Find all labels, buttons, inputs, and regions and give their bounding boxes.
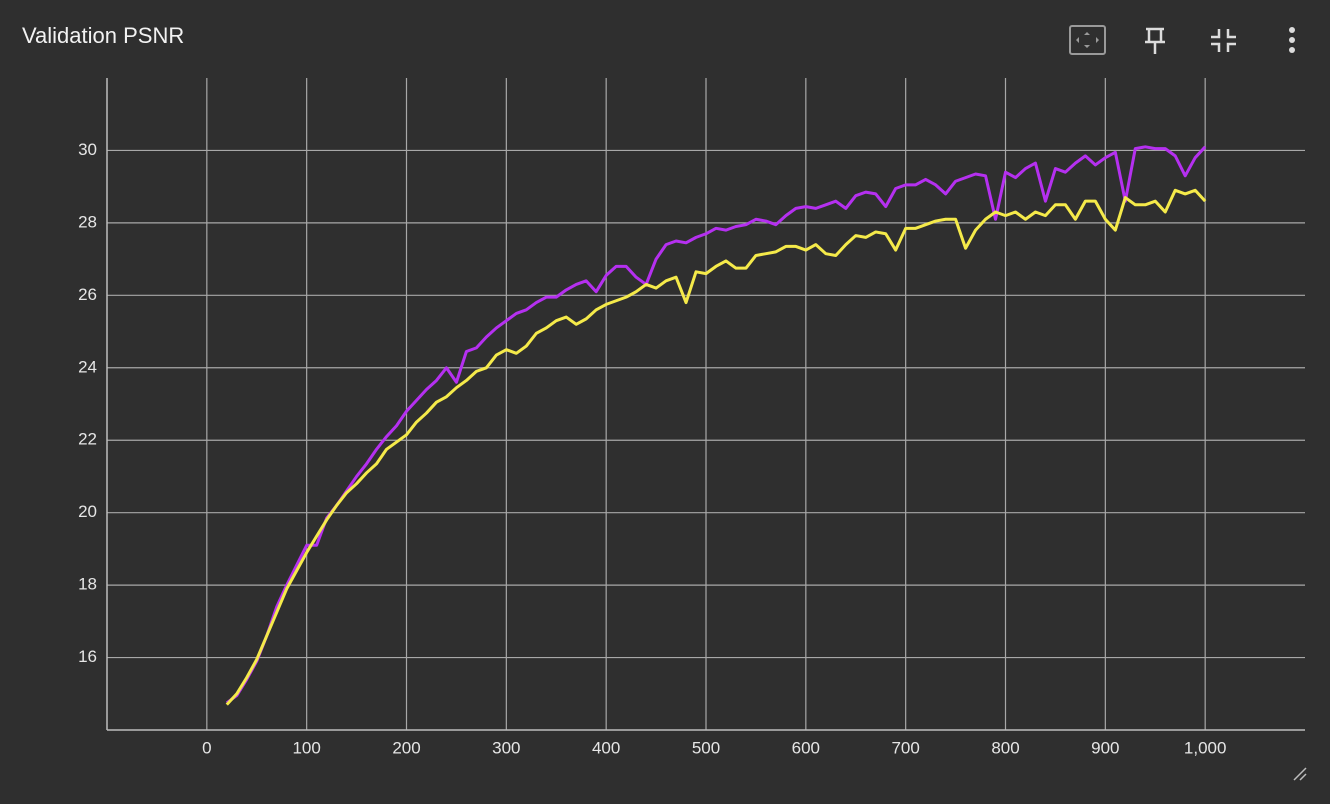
y-tick-label: 18 (78, 575, 97, 594)
x-tick-label: 700 (891, 738, 919, 757)
plot-area (225, 145, 1207, 706)
y-tick-label: 24 (78, 357, 97, 376)
x-tick-label: 300 (492, 738, 520, 757)
x-tick-label: 1,000 (1184, 738, 1227, 757)
x-tick-label: 0 (202, 738, 211, 757)
x-tick-label: 600 (792, 738, 820, 757)
x-tick-label: 200 (392, 738, 420, 757)
grid (107, 78, 1305, 730)
series-line (225, 145, 1207, 705)
y-tick-label: 28 (78, 212, 97, 231)
fit-domain-button[interactable] (1069, 25, 1106, 55)
y-tick-label: 20 (78, 502, 97, 521)
y-tick-label: 30 (78, 140, 97, 159)
series-line (225, 188, 1207, 706)
x-tick-label: 100 (292, 738, 320, 757)
more-menu-button[interactable] (1289, 27, 1295, 53)
y-tick-label: 22 (78, 430, 97, 449)
x-tick-label: 400 (592, 738, 620, 757)
x-tick-label: 500 (692, 738, 720, 757)
x-tick-label: 900 (1091, 738, 1119, 757)
collapse-button[interactable] (1211, 29, 1236, 52)
y-tick-label: 26 (78, 285, 97, 304)
x-tick-label: 800 (991, 738, 1019, 757)
pin-button[interactable] (1145, 27, 1165, 54)
y-tick-label: 16 (78, 647, 97, 666)
resize-handle[interactable] (1293, 767, 1307, 781)
chart-title: Validation PSNR (22, 23, 184, 48)
